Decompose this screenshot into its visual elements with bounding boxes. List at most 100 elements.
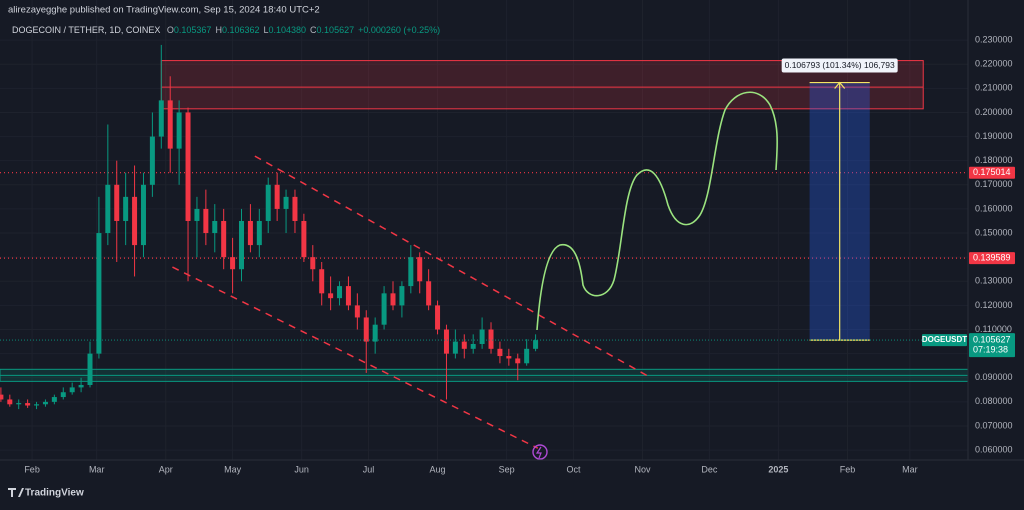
candle-body [256,220,262,246]
publisher: alirezayegghe published on TradingView.c… [8,5,320,16]
y-tick-label: 0.230000 [975,34,1013,44]
candle-body [212,220,218,234]
x-tick-label: Apr [159,464,173,474]
projection-sketch [536,91,779,331]
y-tick-label: 0.150000 [975,227,1013,237]
candle-body [132,196,138,246]
symbol-tag [922,334,967,347]
y-tick-label: 0.210000 [975,83,1013,93]
candle-body [78,384,84,388]
candle-body [149,136,155,185]
symbol: DOGECOIN / TETHER, 1D, COINEX [12,25,160,35]
candle-body [381,293,387,325]
level-label: 0.175014 [973,167,1011,177]
y-tick-label: 0.070000 [975,420,1013,430]
ohlc-value: 0.105367 [174,25,212,35]
candle-body [7,399,13,405]
symbol-legend: DOGECOIN / TETHER, 1D, COINEX O0.105367 H… [12,25,440,35]
candle-body [319,269,325,294]
candle-body [301,220,307,258]
x-tick-label: Dec [701,464,718,474]
candle-body [479,329,485,344]
candle-body [140,184,146,246]
candle-body [69,387,75,393]
candle-body [176,112,182,149]
candle-body [345,286,351,306]
x-tick-label: Feb [24,464,40,474]
change: +0.000260 (+0.25%) [358,25,440,35]
candle-body [0,394,4,400]
countdown: 07:19:38 [973,344,1008,354]
candle-body [105,184,111,234]
candle-body [34,404,40,406]
candle-body [221,220,227,258]
measure-label: 0.106793 (101.34%) 106,793 [785,60,895,70]
candle-body [194,208,200,221]
candle-body [443,329,449,354]
ohlc-value: 0.106362 [222,25,260,35]
y-tick-label: 0.220000 [975,59,1013,69]
candle-body [60,392,66,398]
symbol-label: DOGEUSDT [922,335,967,344]
y-tick-label: 0.200000 [975,107,1013,117]
candle-body [435,305,441,330]
y-tick-label: 0.080000 [975,396,1013,406]
y-tick-label: 0.170000 [975,179,1013,189]
x-tick-label: Oct [566,464,581,474]
candle-body [42,401,48,405]
candle-body [363,317,369,342]
candle-body [25,403,31,406]
brand-name: TradingView [25,488,84,499]
level-tag [969,252,1015,265]
y-tick-label: 0.180000 [975,155,1013,165]
brand-logo [8,488,24,497]
candle-body [524,348,530,364]
trendline [254,155,652,379]
trendline [172,266,539,449]
candle-body [470,343,476,349]
candle-body [247,220,253,246]
x-tick-label: 2025 [768,464,788,474]
candle-body [506,356,512,359]
candle-body [203,208,209,234]
price-tag [969,333,1015,358]
y-tick-label: 0.060000 [975,444,1013,454]
y-tick-label: 0.120000 [975,300,1013,310]
x-tick-label: Aug [430,464,446,474]
candle-body [372,324,378,342]
candle-body [265,184,271,221]
candle-body [337,286,343,299]
x-tick-label: Jun [294,464,309,474]
candle-body [87,353,93,385]
ohlc-key: H [215,25,222,35]
event-icon[interactable] [532,444,548,460]
candle-body [488,329,494,349]
measure-label-bg [781,58,898,73]
ohlc-key: C [310,25,317,35]
price-label: 0.105627 [973,334,1011,344]
candle-body [461,341,467,349]
ohlc-key: L [263,25,268,35]
candle-body [230,257,236,270]
candle-body [354,305,360,318]
y-tick-label: 0.110000 [975,324,1012,334]
brand: TradingView [8,488,84,499]
ohlc-value: 0.105627 [317,25,355,35]
candle-body [185,112,191,221]
candle-body [452,341,458,354]
candle-body [283,196,289,209]
y-tick-label: 0.160000 [975,203,1013,213]
x-tick-label: Sep [499,464,515,474]
candle-body [16,403,22,405]
y-tick-label: 0.090000 [975,372,1013,382]
x-tick-label: Mar [902,464,918,474]
x-tick-label: Feb [840,464,856,474]
y-tick-label: 0.190000 [975,131,1013,141]
candle-body [390,293,396,306]
candle-body [292,196,298,221]
candle-body [238,220,244,270]
candle-body [399,286,405,306]
candle-body [96,233,102,354]
candle-body [123,196,129,221]
